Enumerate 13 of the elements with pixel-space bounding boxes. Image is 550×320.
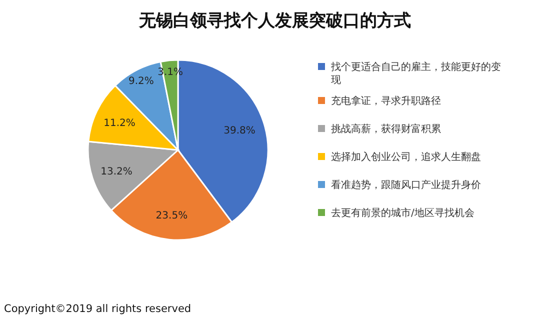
- legend-label: 挑战高薪，获得财富积累: [331, 123, 441, 135]
- chart-title: 无锡白领寻找个人发展突破口的方式: [138, 11, 411, 31]
- data-label: 13.2%: [100, 166, 132, 178]
- legend-label: 看准趋势，跟随风口产业提升身价: [331, 179, 481, 191]
- data-label: 23.5%: [156, 210, 188, 222]
- data-label: 39.8%: [224, 126, 256, 137]
- legend-label: 去更有前景的城市/地区寻找机会: [331, 207, 474, 219]
- legend-label: 找个更适合自己的雇主，技能更好的变现: [330, 61, 501, 86]
- legend-label: 选择加入创业公司，追求人生翻盘: [331, 151, 481, 163]
- text: Copyright©2019 all rights reserved: [4, 303, 192, 315]
- data-label: 11.2%: [104, 118, 136, 130]
- data-label: 9.2%: [128, 76, 154, 87]
- legend-label: 充电拿证，寻求升职路径: [331, 95, 441, 107]
